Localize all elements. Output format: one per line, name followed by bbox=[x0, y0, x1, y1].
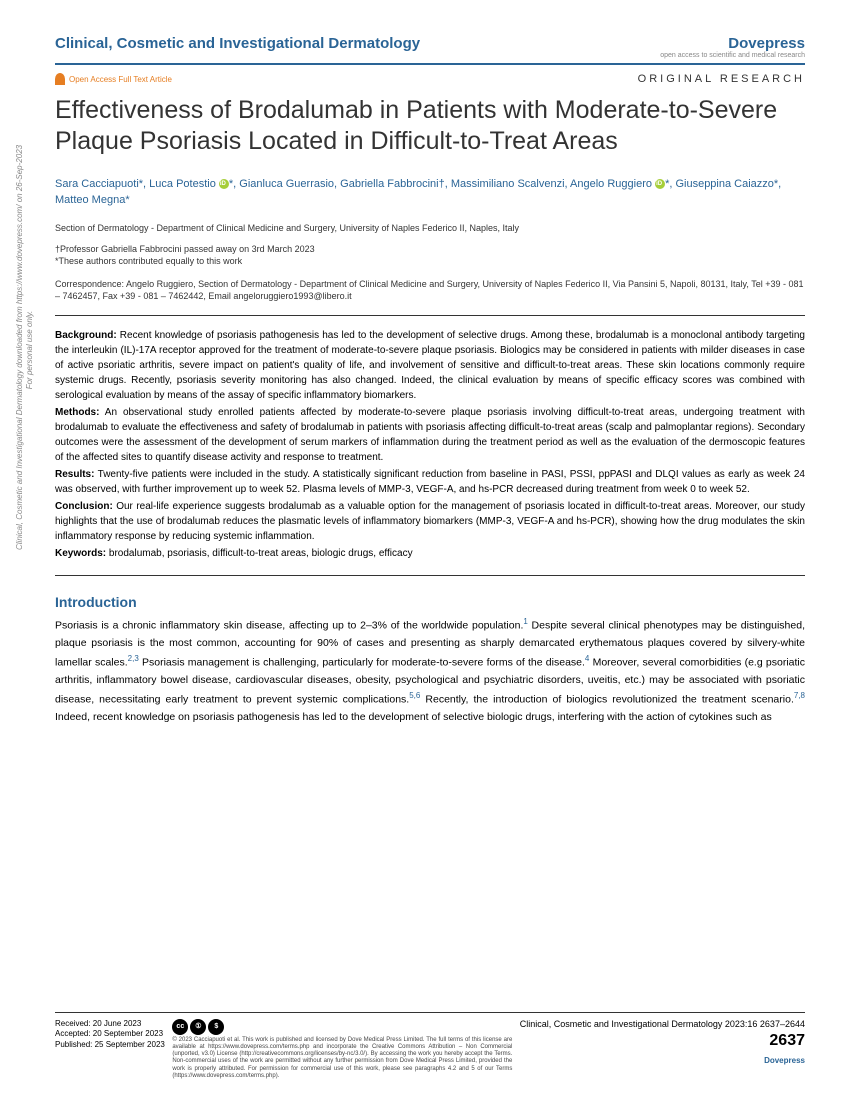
correspondence: Correspondence: Angelo Ruggiero, Section… bbox=[55, 278, 805, 303]
citation-ref[interactable]: 5,6 bbox=[409, 691, 420, 700]
publication-dates: Received: 20 June 2023 Accepted: 20 Sept… bbox=[55, 1019, 165, 1050]
orcid-icon[interactable] bbox=[655, 179, 665, 189]
license-block: cc ① $ © 2023 Cacciapuoti et al. This wo… bbox=[172, 1019, 512, 1080]
publisher-footer: Dovepress bbox=[764, 1056, 805, 1065]
citation-ref[interactable]: 2,3 bbox=[128, 654, 139, 663]
open-access-icon bbox=[55, 73, 65, 85]
cc-nc-icon: $ bbox=[208, 1019, 224, 1035]
cc-by-icon: ① bbox=[190, 1019, 206, 1035]
footer-right: Clinical, Cosmetic and Investigational D… bbox=[520, 1019, 805, 1068]
citation-ref[interactable]: 7,8 bbox=[794, 691, 805, 700]
introduction-body: Psoriasis is a chronic inflammatory skin… bbox=[55, 615, 805, 726]
article-type: ORIGINAL RESEARCH bbox=[638, 73, 805, 85]
download-attribution: Clinical, Cosmetic and Investigational D… bbox=[15, 150, 36, 550]
publisher-name: Dovepress bbox=[660, 35, 805, 52]
publisher-block: Dovepress open access to scientific and … bbox=[660, 35, 805, 59]
open-access-badge: Open Access Full Text Article bbox=[55, 73, 172, 85]
authors-list: Sara Cacciapuoti*, Luca Potestio *, Gian… bbox=[55, 176, 805, 209]
page-content: Clinical, Cosmetic and Investigational D… bbox=[55, 0, 805, 726]
journal-name: Clinical, Cosmetic and Investigational D… bbox=[55, 35, 420, 52]
orcid-icon[interactable] bbox=[219, 179, 229, 189]
author-notes: †Professor Gabriella Fabbrocini passed a… bbox=[55, 243, 805, 268]
page-number: 2637 bbox=[769, 1032, 805, 1049]
article-title: Effectiveness of Brodalumab in Patients … bbox=[55, 95, 805, 158]
cc-icon: cc bbox=[172, 1019, 188, 1035]
meta-row: Open Access Full Text Article ORIGINAL R… bbox=[55, 73, 805, 85]
conclusion-label: Conclusion: bbox=[55, 501, 113, 512]
abstract: Background: Recent knowledge of psoriasi… bbox=[55, 315, 805, 576]
introduction-heading: Introduction bbox=[55, 594, 805, 610]
background-label: Background: bbox=[55, 330, 117, 341]
publisher-tagline: open access to scientific and medical re… bbox=[660, 52, 805, 59]
header: Clinical, Cosmetic and Investigational D… bbox=[55, 35, 805, 65]
affiliation: Section of Dermatology - Department of C… bbox=[55, 223, 805, 233]
cc-badges: cc ① $ bbox=[172, 1019, 512, 1035]
methods-label: Methods: bbox=[55, 407, 99, 418]
results-label: Results: bbox=[55, 469, 94, 480]
keywords-label: Keywords: bbox=[55, 548, 106, 559]
footer: Received: 20 June 2023 Accepted: 20 Sept… bbox=[55, 1012, 805, 1080]
citation-line: Clinical, Cosmetic and Investigational D… bbox=[520, 1019, 805, 1029]
